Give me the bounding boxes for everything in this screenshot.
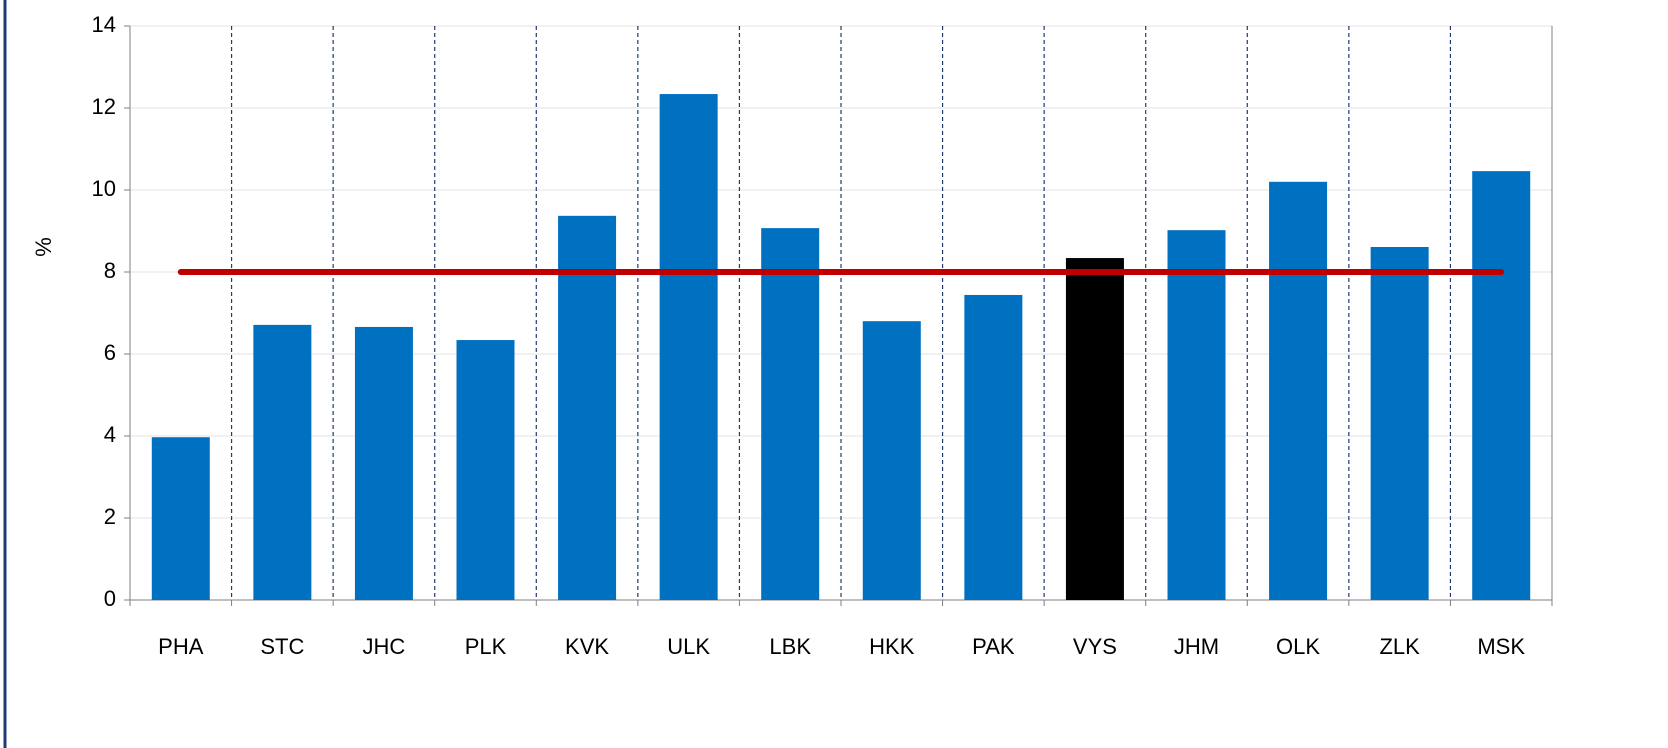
- bar: [558, 215, 617, 600]
- bar: [659, 94, 718, 600]
- bar: [456, 340, 515, 600]
- x-tick-label: ULK: [667, 634, 710, 659]
- x-tick-label: HKK: [869, 634, 915, 659]
- x-tick-label: STC: [260, 634, 304, 659]
- bar: [1269, 181, 1328, 601]
- bar: [964, 294, 1023, 600]
- bar: [761, 228, 820, 600]
- x-tick-label: JHC: [363, 634, 406, 659]
- bar: [1167, 230, 1226, 600]
- x-tick-label: PLK: [465, 634, 507, 659]
- y-tick-label: 14: [92, 12, 116, 37]
- x-tick-label: JHM: [1174, 634, 1219, 659]
- y-tick-label: 12: [92, 94, 116, 119]
- x-tick-label: ZLK: [1379, 634, 1420, 659]
- y-tick-label: 10: [92, 176, 116, 201]
- x-tick-label: PAK: [972, 634, 1015, 659]
- y-tick-label: 2: [104, 504, 116, 529]
- x-tick-label: LBK: [769, 634, 811, 659]
- y-tick-label: 6: [104, 340, 116, 365]
- x-tick-label: OLK: [1276, 634, 1320, 659]
- y-tick-label: 0: [104, 586, 116, 611]
- bar: [1472, 171, 1531, 600]
- bar: [354, 326, 413, 600]
- bar: [151, 437, 210, 600]
- x-tick-label: KVK: [565, 634, 609, 659]
- y-axis-label: %: [31, 237, 56, 257]
- bar: [862, 321, 921, 600]
- x-tick-label: PHA: [158, 634, 204, 659]
- x-tick-label: MSK: [1477, 634, 1525, 659]
- y-tick-label: 8: [104, 258, 116, 283]
- bar: [253, 324, 312, 600]
- bar: [1370, 246, 1429, 601]
- bar: [1065, 258, 1124, 600]
- y-tick-label: 4: [104, 422, 116, 447]
- x-tick-label: VYS: [1073, 634, 1117, 659]
